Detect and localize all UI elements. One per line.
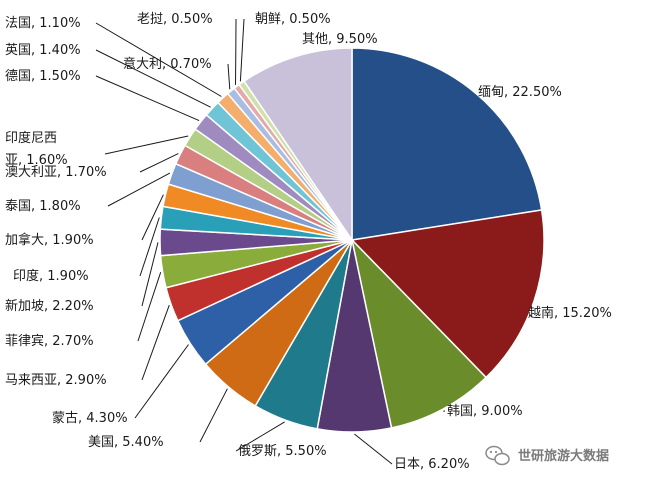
data-label-9: 新加坡, 2.20% — [5, 298, 94, 314]
data-label-19: 老挝, 0.50% — [137, 12, 213, 27]
leader-line-7 — [141, 304, 170, 381]
pie-slice-2 — [350, 237, 488, 429]
leader-line-12 — [107, 172, 171, 207]
pie-slice-0 — [351, 47, 543, 241]
data-label-14: 印度尼西亚, 1.60% — [5, 130, 68, 168]
data-label-11: 加拿大, 1.90% — [5, 232, 94, 248]
data-label-8: 菲律宾, 2.70% — [5, 333, 94, 349]
data-label-3: 日本, 6.20% — [394, 457, 470, 472]
leader-line-14 — [104, 135, 189, 155]
leader-line-13 — [139, 153, 179, 173]
data-label-18: 意大利, 0.70% — [123, 56, 212, 72]
leader-line-18 — [227, 63, 231, 90]
data-label-4: 俄罗斯, 5.50% — [238, 444, 327, 459]
pie-slice-1 — [350, 209, 545, 379]
data-label-1: 越南, 15.20% — [528, 305, 612, 321]
leader-line-4 — [235, 421, 285, 452]
data-label-15: 德国, 1.50% — [5, 69, 81, 84]
data-label-0: 缅甸, 22.50% — [478, 85, 562, 100]
leader-line-5 — [199, 388, 228, 443]
leader-line-16 — [95, 49, 211, 108]
data-label-5: 美国, 5.40% — [88, 435, 164, 450]
leader-line-8 — [137, 272, 162, 342]
data-label-20: 朝鲜, 0.50% — [255, 12, 331, 27]
watermark-text: 世研旅游大数据 — [518, 448, 609, 464]
leader-line-10 — [139, 217, 160, 277]
data-label-7: 马来西亚, 2.90% — [5, 373, 107, 388]
pie-slices — [159, 47, 545, 433]
leader-line-11 — [141, 194, 164, 241]
leader-line-15 — [95, 75, 200, 122]
wechat-icon — [485, 445, 510, 466]
data-label-6: 蒙古, 4.30% — [52, 411, 128, 426]
data-label-17: 法国, 1.10% — [5, 16, 81, 31]
data-label-12: 泰国, 1.80% — [5, 199, 81, 214]
leader-line-9 — [141, 242, 159, 307]
leader-line-3 — [354, 433, 393, 465]
leader-lines — [95, 18, 446, 465]
leader-line-17 — [95, 22, 222, 97]
leader-line-20 — [239, 18, 245, 82]
data-label-13: 澳大利亚, 1.70% — [5, 164, 107, 180]
watermark: 世研旅游大数据 — [485, 445, 609, 466]
data-label-21: 其他, 9.50% — [302, 32, 378, 47]
leader-line-6 — [134, 344, 189, 419]
data-label-16: 英国, 1.40% — [5, 43, 81, 58]
data-label-10: 印度, 1.90% — [13, 268, 89, 284]
pie-slice-21 — [243, 47, 353, 243]
data-label-2: 韩国, 9.00% — [447, 404, 523, 419]
data-labels: 缅甸, 22.50% 越南, 15.20% 韩国, 9.00% 日本, 6.20% 俄罗… — [5, 12, 612, 472]
leader-line-19 — [235, 18, 237, 85]
